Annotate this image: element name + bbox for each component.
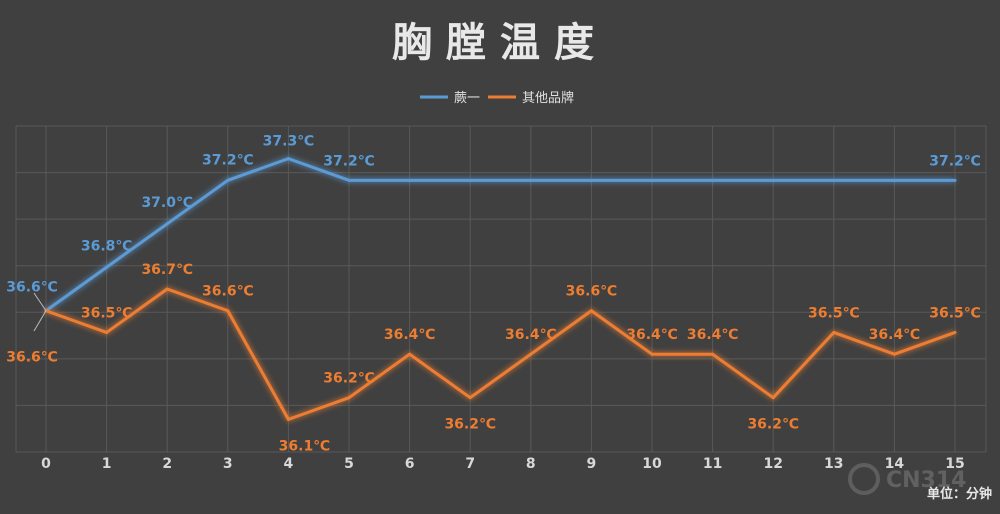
data-label: 37.2℃ [929,153,981,169]
data-point [105,265,109,269]
x-tick-label: 2 [162,456,172,472]
data-label: 36.1℃ [279,438,331,454]
label-leader-line [33,292,47,312]
data-labels: 36.6℃ 36.8℃ 37.0℃ 37.2℃ 37.3℃ 37.2℃ 37.2℃ 36.6℃… [6,134,981,455]
gridlines [15,125,987,453]
legend-label-series-2: 其他品牌 [522,90,574,106]
data-point [771,396,775,400]
x-tick-label: 4 [284,456,294,472]
data-label: 36.7℃ [141,262,193,278]
data-label: 36.6℃ [6,280,58,296]
watermark-logo-icon [848,463,880,495]
x-tick-label: 3 [223,456,233,472]
data-label: 36.5℃ [81,305,133,321]
data-label: 36.4℃ [626,327,678,343]
watermark-text: CN314 [886,468,966,493]
series-line-1 [45,157,955,312]
x-tick-label: 7 [465,456,475,472]
data-point [892,178,896,182]
data-label: 36.5℃ [929,305,981,321]
data-label: 36.4℃ [869,327,921,343]
x-tick-label: 13 [824,456,843,472]
data-point [650,352,654,356]
data-label: 36.6℃ [6,350,58,366]
data-point [711,178,715,182]
data-label: 36.2℃ [323,371,375,387]
data-label: 37.2℃ [202,152,254,168]
series-line-2 [45,287,956,421]
data-label: 36.2℃ [747,417,799,433]
x-tick-label: 1 [102,456,112,472]
x-tick-label: 6 [405,456,415,472]
data-point [286,157,290,161]
x-tick-label: 8 [526,456,536,472]
x-tick-label: 9 [587,456,597,472]
x-tick-label: 14 [885,456,905,472]
data-point [347,396,351,400]
label-leader-line [33,310,47,332]
data-point [953,178,957,182]
data-label: 36.4℃ [687,327,739,343]
data-label: 36.4℃ [505,327,557,343]
data-label: 36.6℃ [566,284,618,300]
chart-title: 胸膛温度 [392,20,608,66]
data-point [589,309,593,313]
data-point [711,352,715,356]
data-point [468,178,472,182]
data-point [771,178,775,182]
data-point [226,309,230,313]
data-label: 37.2℃ [323,153,375,169]
legend-label-series-1: 蕨一 [454,91,480,106]
data-point [165,222,169,226]
x-tick-label: 12 [763,456,782,472]
x-tick-label: 15 [945,456,964,472]
data-point [468,396,472,400]
data-label: 36.8℃ [81,238,133,254]
data-label: 36.5℃ [808,305,860,321]
data-point [105,330,109,334]
data-point [650,178,654,182]
x-axis-unit-label: 单位：分钟 [927,486,992,502]
data-point [832,330,836,334]
data-label: 37.0℃ [141,195,193,211]
data-point [529,178,533,182]
data-point [286,417,290,421]
data-point [892,352,896,356]
x-axis-ticks: 0 1 2 3 4 5 6 7 8 9 10 11 12 13 14 15 [41,456,965,472]
data-point [529,352,533,356]
x-tick-label: 10 [642,456,662,472]
data-point [226,178,230,182]
data-label: 36.6℃ [202,284,254,300]
watermark: CN314 [848,463,966,495]
data-point [953,330,957,334]
data-point [408,352,412,356]
data-point [408,178,412,182]
data-point [347,178,351,182]
data-label: 36.4℃ [384,327,436,343]
data-point [589,178,593,182]
data-point [165,287,169,291]
data-label: 36.2℃ [444,417,496,433]
legend: 蕨一 其他品牌 [420,90,574,106]
x-tick-label: 5 [344,456,354,472]
data-label: 37.3℃ [263,134,315,150]
x-tick-label: 11 [703,456,722,472]
x-tick-label: 0 [41,456,51,472]
data-point [832,178,836,182]
